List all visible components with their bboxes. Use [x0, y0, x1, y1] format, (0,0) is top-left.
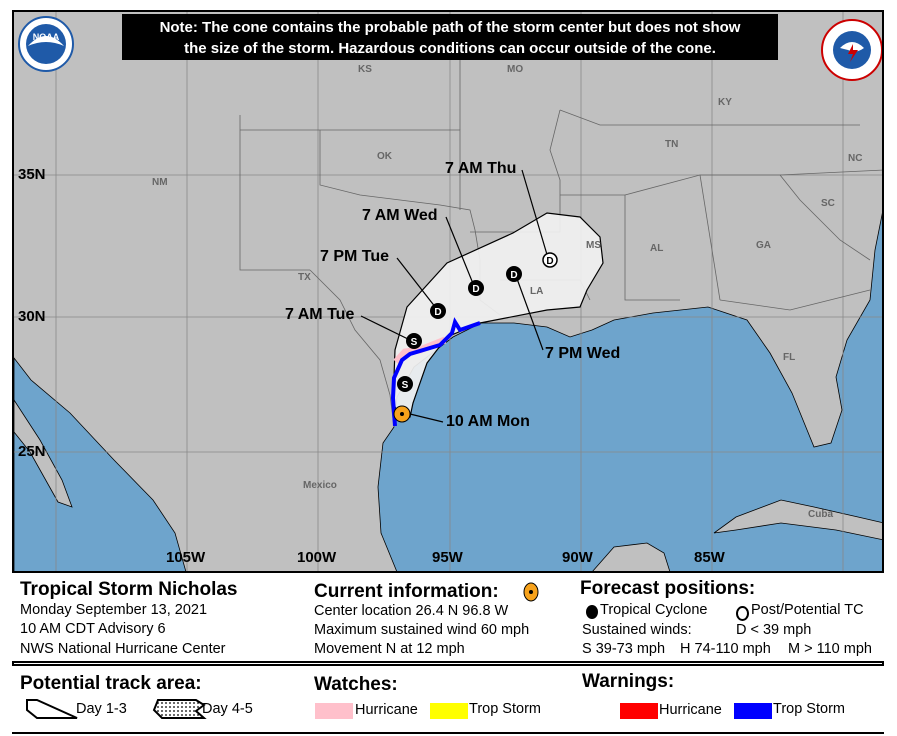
- region-label: OK: [377, 151, 392, 162]
- label-7am-thu: 7 AM Thu: [445, 160, 517, 177]
- lon-label: 105W: [166, 549, 206, 566]
- center-location: Center location 26.4 N 96.8 W: [314, 603, 509, 619]
- lon-label: 85W: [694, 549, 725, 566]
- ts-watch-swatch: [430, 703, 468, 719]
- agency: NWS National Hurricane Center: [20, 641, 226, 657]
- label-10am-mon: 10 AM Mon: [446, 413, 530, 430]
- forecast-point-s: S: [406, 333, 422, 349]
- forecast-positions-heading: Forecast positions:: [580, 578, 756, 599]
- lon-label: 95W: [432, 549, 463, 566]
- lat-label: 35N: [18, 166, 46, 183]
- region-label: Cuba: [808, 509, 833, 520]
- info-panel: Tropical Storm Nicholas Monday September…: [12, 571, 884, 663]
- advisory-date: Monday September 13, 2021: [20, 602, 208, 618]
- forecast-point-d: D: [506, 266, 522, 282]
- ts-warning-label: Trop Storm: [773, 701, 845, 717]
- svg-text:D: D: [546, 256, 553, 267]
- region-label: NC: [848, 153, 863, 164]
- movement: Movement N at 12 mph: [314, 641, 465, 657]
- region-label: MO: [507, 64, 524, 75]
- region-label: AL: [650, 243, 664, 254]
- max-wind: Maximum sustained wind 60 mph: [314, 622, 530, 638]
- label-7am-tue: 7 AM Tue: [285, 306, 355, 323]
- baja-california: [14, 399, 73, 508]
- tropical-cyclone-icon: [586, 605, 598, 619]
- nws-logo: [821, 19, 883, 81]
- day45-cone-icon: [152, 699, 207, 719]
- lat-label: 30N: [18, 308, 46, 325]
- storm-name: Tropical Storm Nicholas: [20, 579, 238, 600]
- tropical-cyclone-label: Tropical Cyclone: [600, 602, 708, 618]
- current-position-icon: [393, 405, 411, 423]
- d-range: D < 39 mph: [736, 622, 812, 638]
- lat-label: 25N: [18, 443, 46, 460]
- s-range: S 39-73 mph: [582, 641, 666, 657]
- svg-text:NOAA: NOAA: [33, 32, 60, 42]
- noaa-logo: NOAA: [18, 16, 74, 72]
- hurricane-watch-segment: [393, 336, 447, 365]
- region-label: SC: [821, 198, 835, 209]
- cone-note: Note: The cone contains the probable pat…: [122, 14, 778, 60]
- hurricane-watch-swatch: [315, 703, 353, 719]
- note-line: the size of the storm. Hazardous conditi…: [184, 40, 716, 57]
- day13-label: Day 1-3: [76, 701, 127, 717]
- lon-label: 90W: [562, 549, 593, 566]
- yucatan: [591, 542, 671, 572]
- current-position-icon: [523, 582, 539, 602]
- forecast-point-s: S: [397, 376, 413, 392]
- region-label: GA: [756, 240, 771, 251]
- forecast-point-d: D: [430, 303, 446, 319]
- region-label: LA: [530, 286, 544, 297]
- region-label: FL: [783, 352, 796, 363]
- region-label: KS: [358, 64, 372, 75]
- ts-watch-label: Trop Storm: [469, 701, 541, 717]
- hurricane-watch-label: Hurricane: [355, 702, 418, 718]
- lon-label: 100W: [297, 549, 337, 566]
- region-label: NM: [152, 177, 168, 188]
- region-label: TX: [298, 272, 311, 283]
- h-range: H 74-110 mph: [680, 641, 771, 657]
- pacific-ocean: [14, 357, 187, 572]
- region-label: MS: [586, 240, 601, 251]
- cuba: [713, 499, 884, 541]
- day13-cone-icon: [26, 699, 78, 719]
- svg-text:D: D: [434, 307, 441, 318]
- region-label: TN: [665, 139, 679, 150]
- advisory-number: 10 AM CDT Advisory 6: [20, 621, 166, 637]
- post-potential-label: Post/Potential TC: [751, 602, 864, 618]
- region-label: KY: [718, 97, 732, 108]
- day45-label: Day 4-5: [202, 701, 253, 717]
- hurricane-warning-swatch: [620, 703, 658, 719]
- warnings-heading: Warnings:: [582, 671, 675, 692]
- label-7pm-wed: 7 PM Wed: [545, 345, 621, 362]
- legend-panel: Potential track area: Day 1-3 Day 4-5 Wa…: [12, 664, 884, 734]
- svg-text:D: D: [472, 284, 479, 295]
- svg-text:D: D: [510, 270, 517, 281]
- note-line: Note: The cone contains the probable pat…: [159, 19, 741, 36]
- forecast-point-d: D: [468, 280, 484, 296]
- label-7pm-tue: 7 PM Tue: [320, 248, 390, 265]
- ts-warning-swatch: [734, 703, 772, 719]
- current-info-heading: Current information:: [314, 581, 499, 602]
- hurricane-warning-label: Hurricane: [659, 702, 722, 718]
- tropical-storm-warning-line: [390, 317, 481, 427]
- region-label: Mexico: [303, 480, 337, 491]
- sustained-winds-label: Sustained winds:: [582, 622, 692, 638]
- watches-heading: Watches:: [314, 674, 398, 695]
- label-7am-wed: 7 AM Wed: [362, 207, 438, 224]
- m-range: M > 110 mph: [788, 641, 872, 657]
- svg-text:S: S: [411, 337, 418, 348]
- forecast-point-d-post: D: [542, 252, 558, 268]
- post-potential-icon: [736, 606, 749, 621]
- track-area-heading: Potential track area:: [20, 673, 202, 694]
- svg-text:S: S: [402, 380, 409, 391]
- storm-map: S S D D D D: [14, 12, 884, 572]
